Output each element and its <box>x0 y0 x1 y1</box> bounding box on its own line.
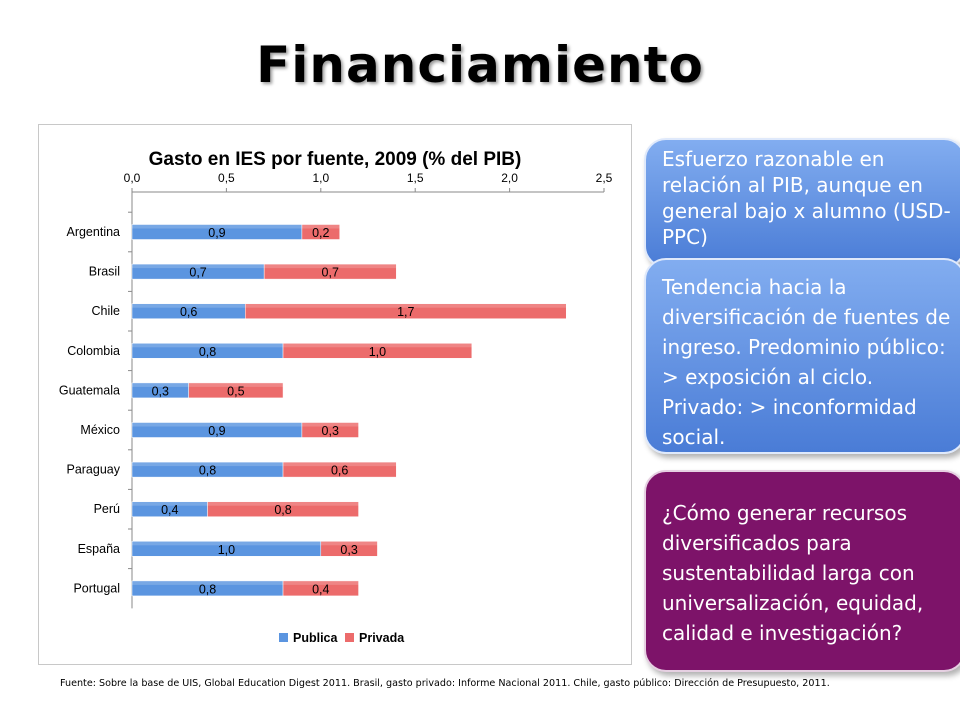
chart-panel: Gasto en IES por fuente, 2009 (% del PIB… <box>38 124 632 665</box>
bar-highlight <box>132 382 189 387</box>
legend-label: Privada <box>359 631 405 645</box>
category-label: Guatemala <box>59 383 120 397</box>
bar-value-label: 0,7 <box>322 266 339 280</box>
bar-highlight <box>132 303 246 308</box>
category-label: Brasil <box>89 265 120 279</box>
legend-label: Publica <box>293 631 339 645</box>
bar-highlight <box>132 462 284 467</box>
bar-highlight <box>283 580 359 585</box>
callout-tendencia: Tendencia hacia la diversificación de fu… <box>644 258 960 454</box>
source-footnote: Fuente: Sobre la base de UIS, Global Edu… <box>60 678 830 689</box>
bar-value-label: 0,6 <box>331 464 348 478</box>
legend-swatch <box>279 633 288 642</box>
bar-value-label: 1,0 <box>369 345 386 359</box>
category-label: México <box>80 423 120 437</box>
bar-highlight <box>283 462 397 467</box>
bar-value-label: 0,9 <box>208 424 225 438</box>
category-label: Portugal <box>73 581 120 595</box>
bar-value-label: 0,5 <box>227 384 244 398</box>
bar-value-label: 0,4 <box>312 582 329 596</box>
bar-highlight <box>283 343 472 348</box>
x-tick-label: 1,0 <box>312 171 329 185</box>
stacked-bar-chart: Gasto en IES por fuente, 2009 (% del PIB… <box>59 149 613 645</box>
callout-esfuerzo: Esfuerzo razonable en relación al PIB, a… <box>644 138 960 268</box>
bar-highlight <box>207 501 359 506</box>
bar-highlight <box>132 264 265 269</box>
bar-value-label: 0,7 <box>189 266 206 280</box>
x-tick-label: 1,5 <box>407 171 424 185</box>
bar-highlight <box>132 224 302 229</box>
bar-value-label: 0,8 <box>199 464 216 478</box>
bar-privada <box>301 224 340 240</box>
bars: 0,9 0,2 0,7 0,7 0,6 1,7 0,8 1,0 0,3 0,5 0,9 0,3 0,8 0… <box>131 224 567 597</box>
bar-privada <box>188 382 284 399</box>
bar-value-label: 0,8 <box>274 503 291 517</box>
bar-value-label: 0,8 <box>199 582 216 596</box>
bar-highlight <box>132 541 321 546</box>
bar-highlight <box>188 382 284 387</box>
bar-value-label: 0,3 <box>340 543 357 557</box>
slide-title: Financiamiento <box>256 36 704 94</box>
bar-value-label: 0,2 <box>312 226 329 240</box>
x-tick-label: 0,0 <box>124 171 141 185</box>
bar-highlight <box>301 422 359 427</box>
bar-privada <box>320 541 378 557</box>
category-label: Colombia <box>67 344 120 358</box>
bar-value-label: 0,8 <box>199 345 216 359</box>
x-tick-label: 2,5 <box>596 171 613 185</box>
bar-value-label: 0,6 <box>180 305 197 319</box>
category-label: Perú <box>94 502 120 516</box>
bar-privada <box>282 580 359 597</box>
bar-value-label: 1,7 <box>397 305 414 319</box>
bar-highlight <box>245 303 567 308</box>
bar-privada <box>207 501 359 517</box>
bar-highlight <box>132 501 208 506</box>
chart-title: Gasto en IES por fuente, 2009 (% del PIB… <box>149 149 522 170</box>
x-tick-label: 0,5 <box>218 171 235 185</box>
bar-privada <box>301 422 359 438</box>
bar-value-label: 0,3 <box>322 424 339 438</box>
legend: Publica Privada <box>279 631 405 645</box>
legend-swatch <box>345 633 354 642</box>
x-tick-label: 2,0 <box>501 171 518 185</box>
category-label: España <box>78 542 120 556</box>
category-label: Chile <box>92 304 121 318</box>
callout-pregunta: ¿Cómo generar recursos diversificados pa… <box>644 470 960 672</box>
bar-value-label: 0,4 <box>161 503 178 517</box>
bar-privada <box>263 263 397 280</box>
bar-privada <box>282 461 397 478</box>
bar-highlight <box>320 541 378 546</box>
x-axis: 0,0 0,5 1,0 1,5 2,0 2,5 Argentina Brasil Chile Co… <box>59 171 613 609</box>
bar-highlight <box>264 264 397 269</box>
bar-highlight <box>132 422 302 427</box>
category-label: Paraguay <box>66 463 120 477</box>
category-label: Argentina <box>66 225 120 239</box>
bar-highlight <box>132 343 284 348</box>
bar-highlight <box>132 580 284 585</box>
bar-value-label: 0,9 <box>208 226 225 240</box>
bar-privada <box>282 343 473 359</box>
bar-privada <box>245 303 567 319</box>
bar-highlight <box>301 224 340 229</box>
bar-value-label: 0,3 <box>152 384 169 398</box>
bar-value-label: 1,0 <box>218 543 235 557</box>
